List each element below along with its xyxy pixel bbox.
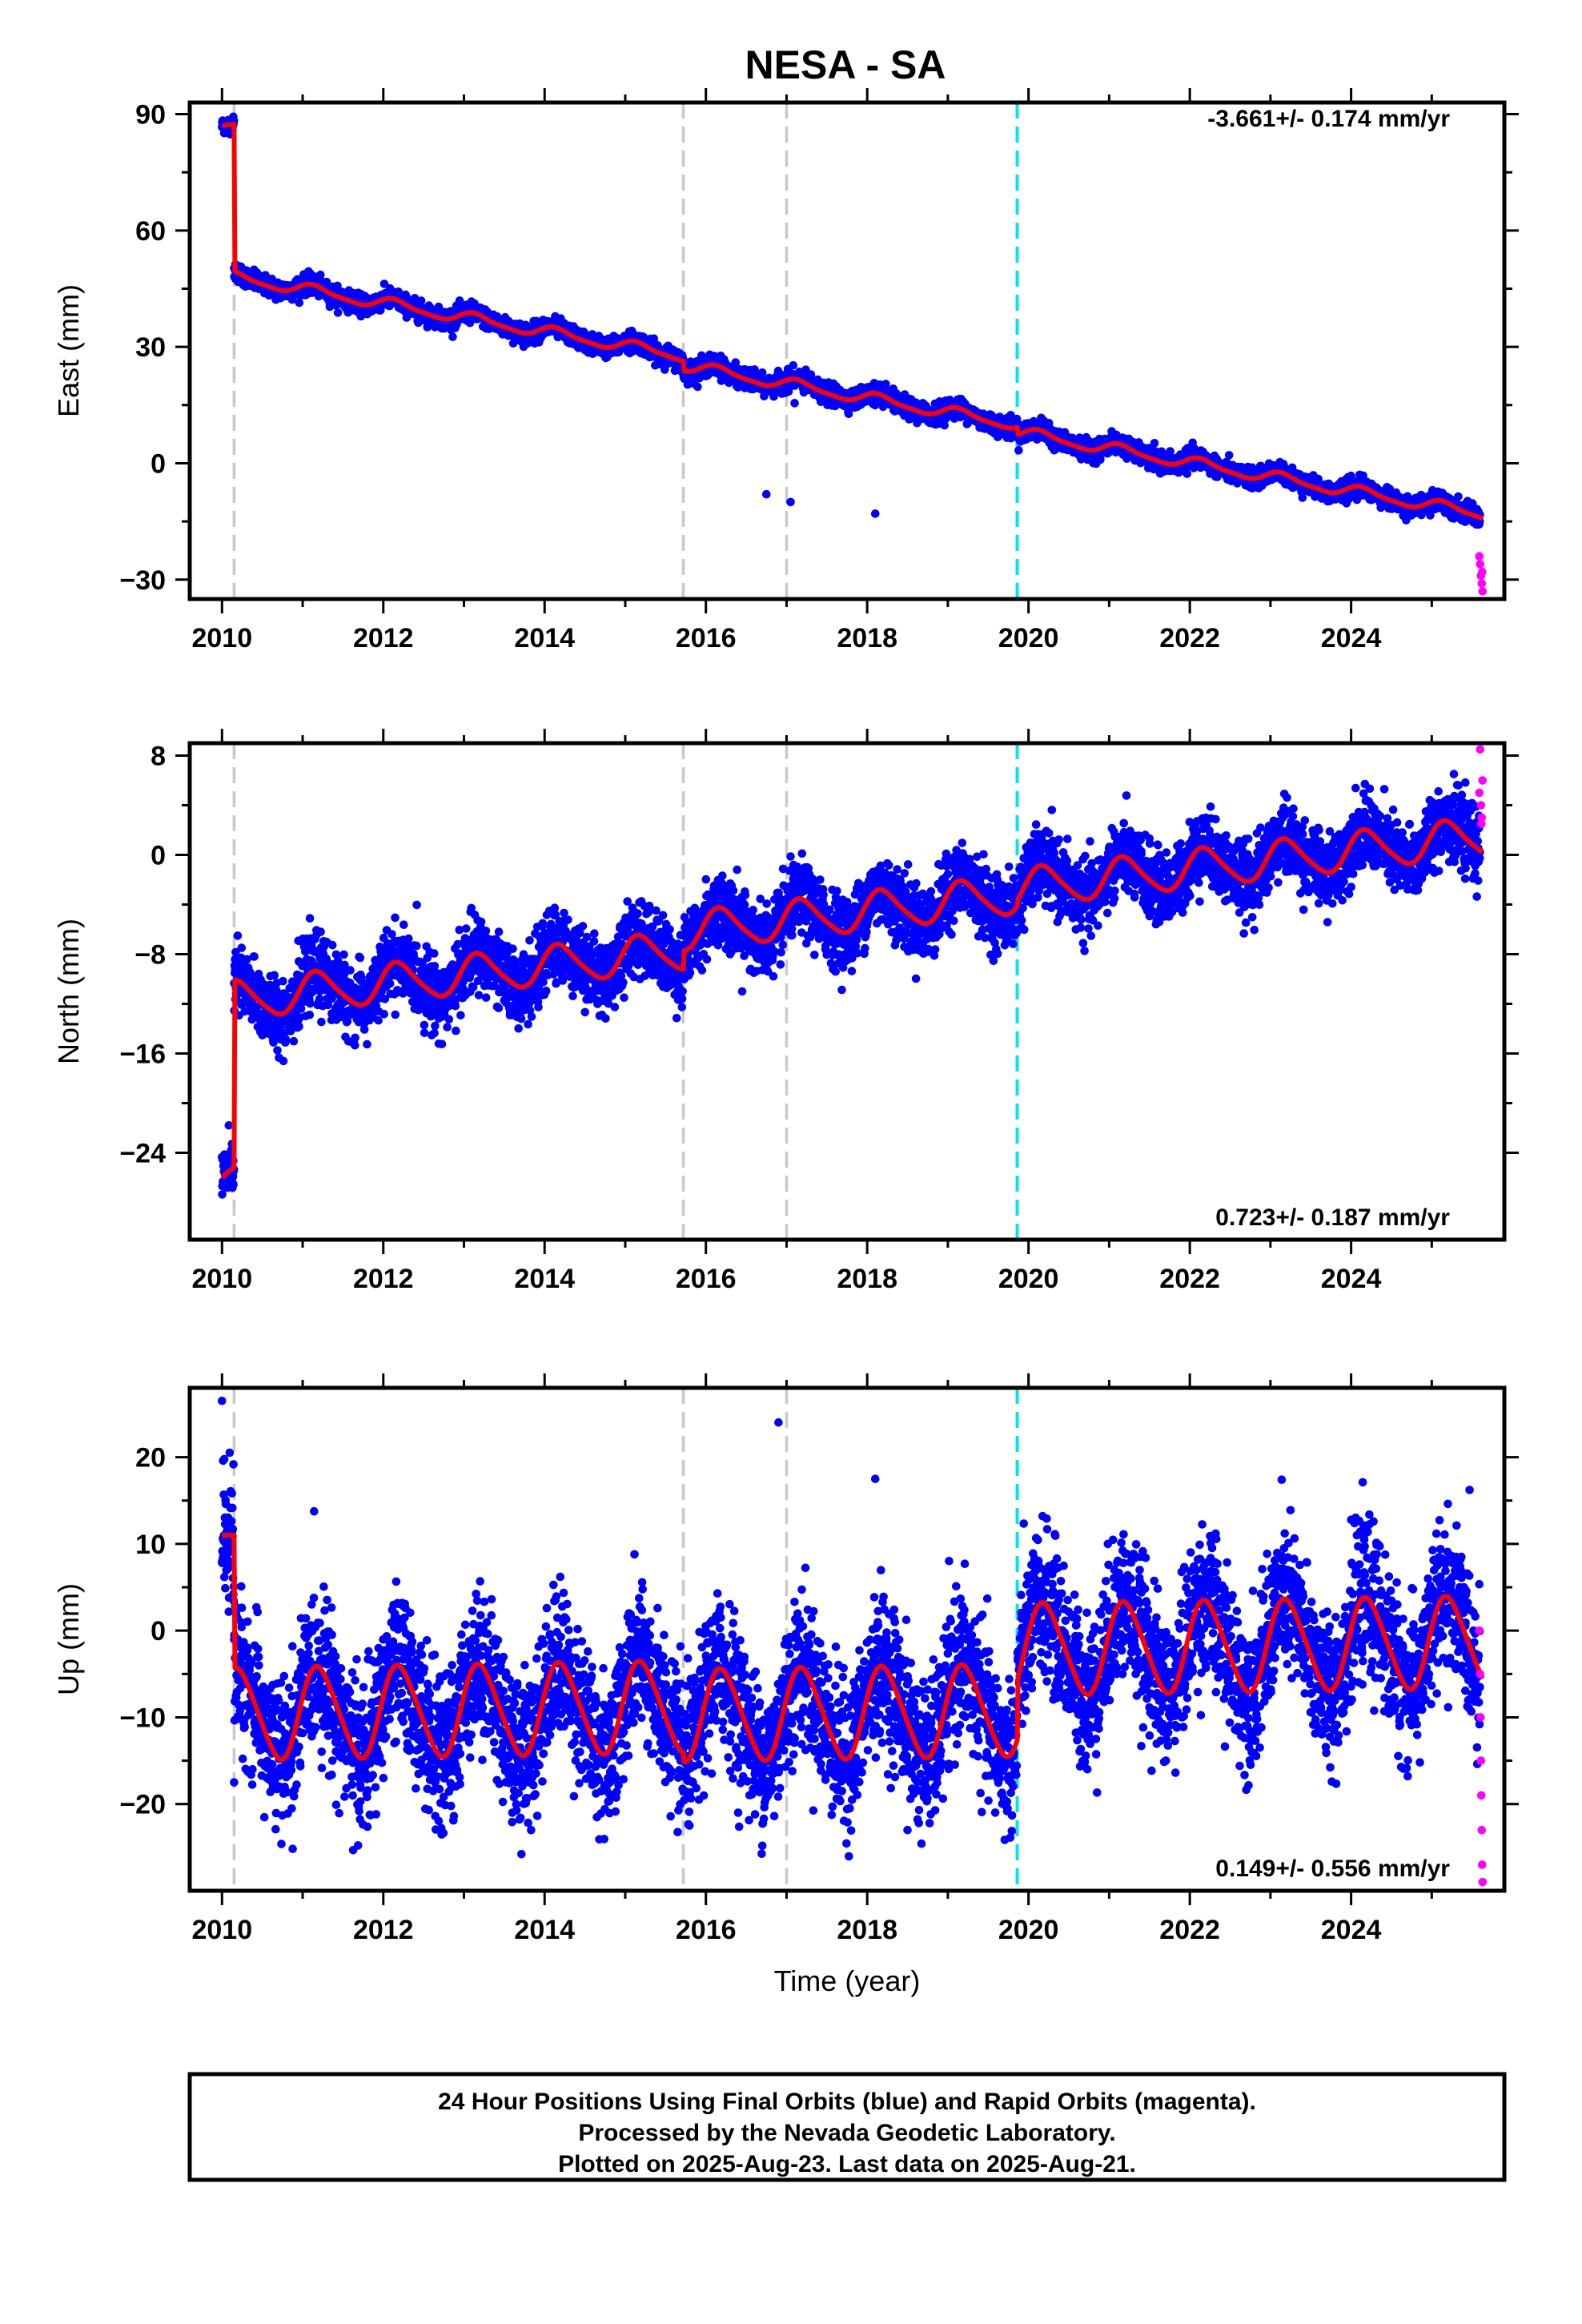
final-orbit-point: [1014, 445, 1023, 455]
data-layer: [218, 112, 1488, 596]
final-orbit-point: [1166, 447, 1174, 456]
final-orbit-point: [455, 296, 464, 305]
final-orbit-point: [416, 296, 426, 305]
final-orbit-point: [693, 382, 702, 392]
final-orbit-point: [333, 308, 343, 317]
final-orbit-point: [1224, 451, 1234, 460]
panel-0: 2010 2012 2014 2016 2018 2020 2022 2024−3003060…: [52, 88, 1519, 653]
final-orbit-point: [316, 270, 325, 279]
final-orbit-point: [757, 368, 767, 377]
final-orbit-point: [295, 298, 304, 308]
final-orbit-point: [448, 332, 457, 341]
final-orbit-point: [1150, 439, 1159, 448]
final-orbit-point: [1182, 469, 1192, 478]
final-orbit-point: [379, 279, 389, 288]
chart-title: NESA - SA: [745, 42, 946, 87]
final-orbit-point: [789, 361, 798, 370]
